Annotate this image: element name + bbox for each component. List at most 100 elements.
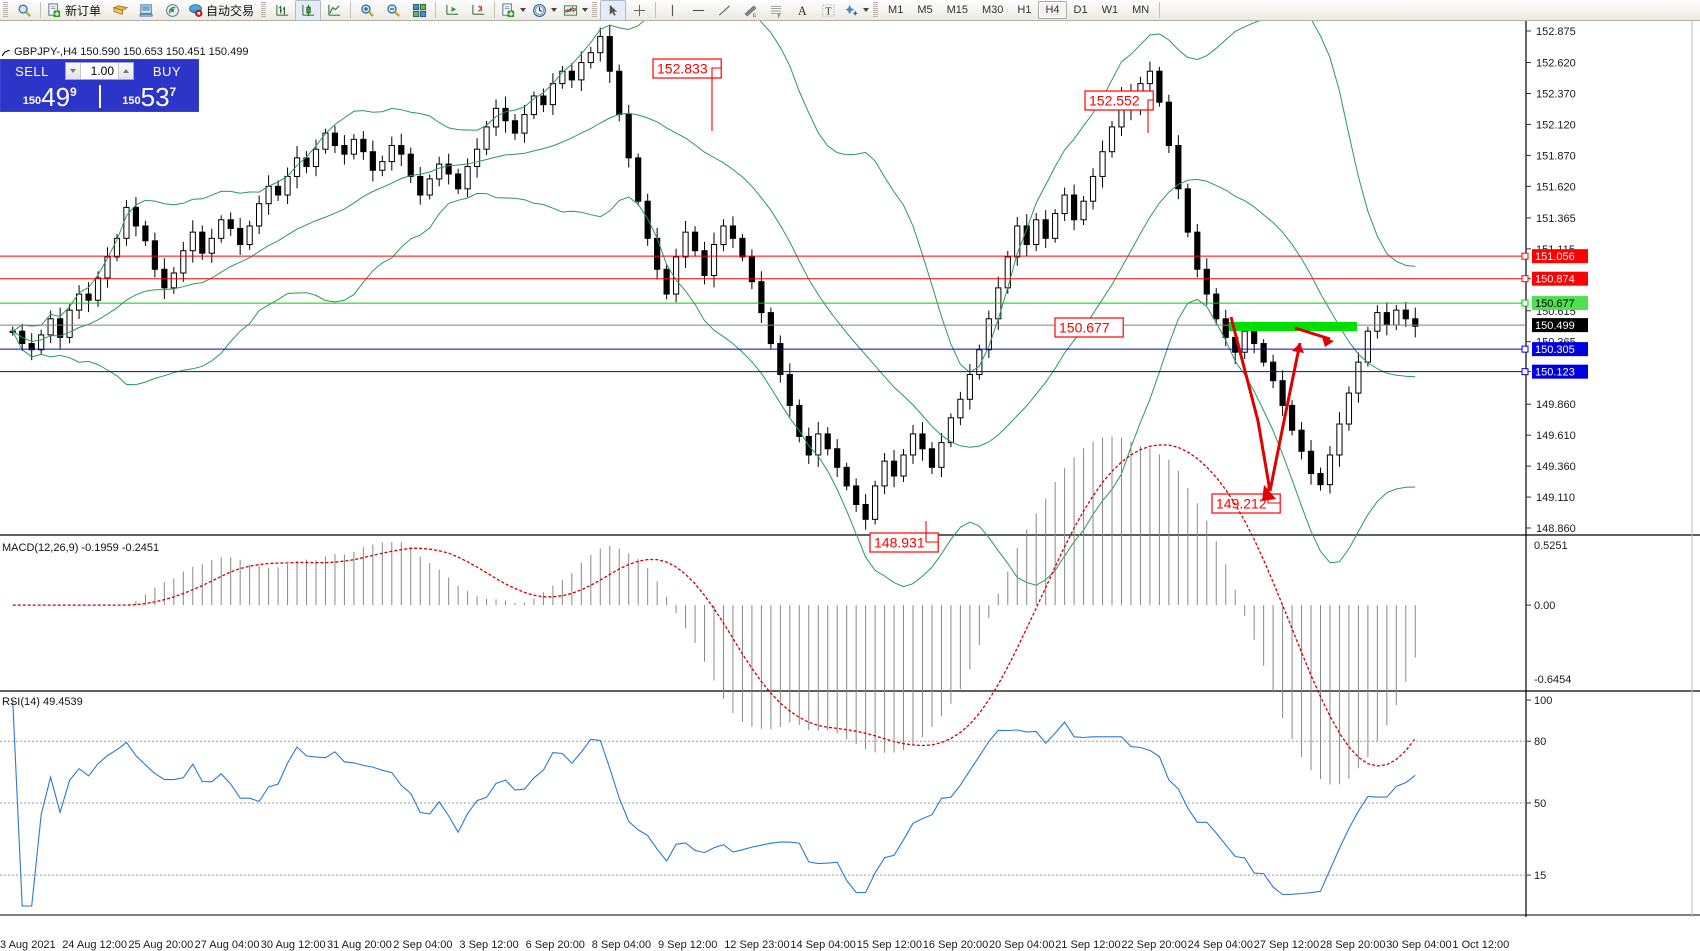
svg-text:50: 50 xyxy=(1534,798,1546,810)
chart-shift-icon[interactable] xyxy=(465,0,491,21)
symbol-arrow-icon xyxy=(1,48,11,57)
svg-text:150.677: 150.677 xyxy=(1059,320,1110,336)
time-axis-label: 15 Sep 12:00 xyxy=(856,939,923,951)
expert-advisor-button[interactable]: 自动交易 xyxy=(185,0,260,21)
one-click-trading-panel[interactable]: SELL 1.00 BUY 150 49 9 150 53 7 xyxy=(0,59,199,112)
sell-price[interactable]: 150 49 9 xyxy=(1,82,99,111)
time-axis-label: 3 Aug 2021 xyxy=(0,939,56,951)
folder-icon[interactable] xyxy=(107,0,133,21)
svg-text:0.5251: 0.5251 xyxy=(1534,540,1568,552)
symbol-ohlc-label: GBPJPY-,H4 150.590 150.653 150.451 150.4… xyxy=(14,46,249,58)
timeframe-h4[interactable]: H4 xyxy=(1038,1,1067,19)
bar-chart-icon[interactable] xyxy=(269,0,295,21)
chevron-down-icon[interactable] xyxy=(520,8,527,12)
sell-price-fraction: 9 xyxy=(70,85,77,99)
toolbar-separator-5 xyxy=(655,2,657,18)
svg-text:149.360: 149.360 xyxy=(1536,461,1576,473)
toolbar-grip[interactable] xyxy=(3,2,8,18)
timeframe-m15[interactable]: M15 xyxy=(946,4,968,16)
vertical-line-icon[interactable] xyxy=(659,0,685,21)
time-axis-label: 30 Aug 12:00 xyxy=(260,939,326,951)
text-label-icon[interactable]: T xyxy=(815,0,841,21)
toolbar-separator-4 xyxy=(494,2,496,18)
shapes-icon[interactable] xyxy=(841,0,872,21)
chevron-down-icon-3[interactable] xyxy=(582,8,589,12)
candlestick-chart-icon[interactable] xyxy=(295,0,322,21)
indicators-icon[interactable] xyxy=(560,0,591,21)
buy-price-main: 53 xyxy=(140,82,170,112)
timeframe-m30[interactable]: M30 xyxy=(982,4,1004,16)
svg-text:152.120: 152.120 xyxy=(1536,119,1576,131)
volume-decrement-button[interactable] xyxy=(66,63,81,79)
toolbar-grip-2[interactable] xyxy=(261,2,267,18)
fibonacci-retracement-icon[interactable]: F xyxy=(763,0,789,21)
buy-price[interactable]: 150 53 7 xyxy=(101,82,199,111)
time-axis-label: 25 Aug 20:00 xyxy=(128,939,194,951)
period-clock-icon[interactable] xyxy=(529,0,560,21)
svg-text:E: E xyxy=(752,13,756,18)
timeframe-d1[interactable]: D1 xyxy=(1073,4,1088,16)
timeframe-w1[interactable]: W1 xyxy=(1101,4,1119,16)
trade-panel-prices: 150 49 9 150 53 7 xyxy=(1,82,198,111)
svg-text:150.874: 150.874 xyxy=(1535,274,1575,286)
time-axis-label: 8 Sep 04:00 xyxy=(591,939,652,951)
timeframe-h1[interactable]: H1 xyxy=(1017,4,1032,16)
toolbar-separator xyxy=(40,2,41,18)
svg-text:15: 15 xyxy=(1534,870,1546,882)
svg-text:149.110: 149.110 xyxy=(1536,492,1575,504)
svg-text:151.056: 151.056 xyxy=(1535,251,1575,263)
magnifier-icon[interactable] xyxy=(11,0,37,21)
terminal-icon[interactable] xyxy=(133,0,159,21)
time-axis-label: 16 Sep 20:00 xyxy=(922,939,989,951)
timeframe-m1[interactable]: M1 xyxy=(888,4,904,16)
new-order-button[interactable]: 新订单 xyxy=(44,0,107,21)
chevron-down-icon-4[interactable] xyxy=(863,8,870,12)
toolbar-separator-2 xyxy=(350,2,352,18)
timeframe-mn[interactable]: MN xyxy=(1132,4,1150,16)
volume-increment-button[interactable] xyxy=(118,63,133,79)
svg-text:148.860: 148.860 xyxy=(1536,523,1576,535)
volume-value[interactable]: 1.00 xyxy=(90,64,114,78)
time-axis-label: 6 Sep 20:00 xyxy=(525,939,585,951)
horizontal-line-icon[interactable] xyxy=(685,0,711,21)
zoom-in-icon[interactable] xyxy=(354,0,380,21)
chevron-down-icon-2[interactable] xyxy=(551,8,558,12)
time-axis-label: 30 Sep 04:00 xyxy=(1386,939,1452,951)
time-axis-label: 24 Aug 12:00 xyxy=(62,939,128,951)
svg-text:149.860: 149.860 xyxy=(1536,399,1576,411)
equidistant-channel-icon[interactable]: E xyxy=(737,0,763,21)
toolbar-grip-3[interactable] xyxy=(592,2,598,18)
broadcast-icon[interactable] xyxy=(159,0,185,21)
rsi-indicator-label: RSI(14) 49.4539 xyxy=(2,696,83,708)
toolbar-grip-4[interactable] xyxy=(873,2,879,18)
text-icon[interactable]: A xyxy=(789,0,815,21)
time-axis-label: 14 Sep 04:00 xyxy=(790,939,856,951)
time-axis-label: 9 Sep 12:00 xyxy=(658,939,718,951)
crosshair-icon[interactable] xyxy=(626,0,652,21)
trade-panel-divider xyxy=(98,85,101,108)
sell-button[interactable]: SELL xyxy=(15,63,49,79)
main-toolbar: 新订单 自动交易 xyxy=(0,0,1700,21)
time-axis-label: 3 Sep 12:00 xyxy=(459,939,519,951)
svg-text:152.833: 152.833 xyxy=(657,61,708,77)
new-order-label: 新订单 xyxy=(65,3,102,18)
chart-graphics: 152.875 152.620 152.370 152.120 151.870 151.6… xyxy=(0,21,1700,917)
grid-tile-icon[interactable] xyxy=(406,0,432,21)
timeframe-m5[interactable]: M5 xyxy=(917,4,933,16)
zoom-out-icon[interactable] xyxy=(380,0,406,21)
svg-text:100: 100 xyxy=(1534,695,1552,707)
line-chart-icon[interactable] xyxy=(321,0,347,21)
trendline-icon[interactable] xyxy=(711,0,737,21)
volume-stepper[interactable]: 1.00 xyxy=(65,62,134,80)
svg-text:A: A xyxy=(797,4,806,18)
auto-scroll-icon[interactable] xyxy=(439,0,465,21)
time-axis-label: 22 Sep 20:00 xyxy=(1121,939,1187,951)
buy-button[interactable]: BUY xyxy=(152,63,182,79)
chart-canvas[interactable]: 152.875 152.620 152.370 152.120 151.870 151.6… xyxy=(0,21,1700,951)
svg-text:F: F xyxy=(777,13,780,17)
svg-text:152.370: 152.370 xyxy=(1536,89,1576,101)
cursor-arrow-icon[interactable] xyxy=(600,0,627,21)
time-axis-label: 2 Sep 04:00 xyxy=(393,939,453,951)
svg-text:149.212: 149.212 xyxy=(1216,496,1267,512)
templates-icon[interactable] xyxy=(498,0,529,21)
